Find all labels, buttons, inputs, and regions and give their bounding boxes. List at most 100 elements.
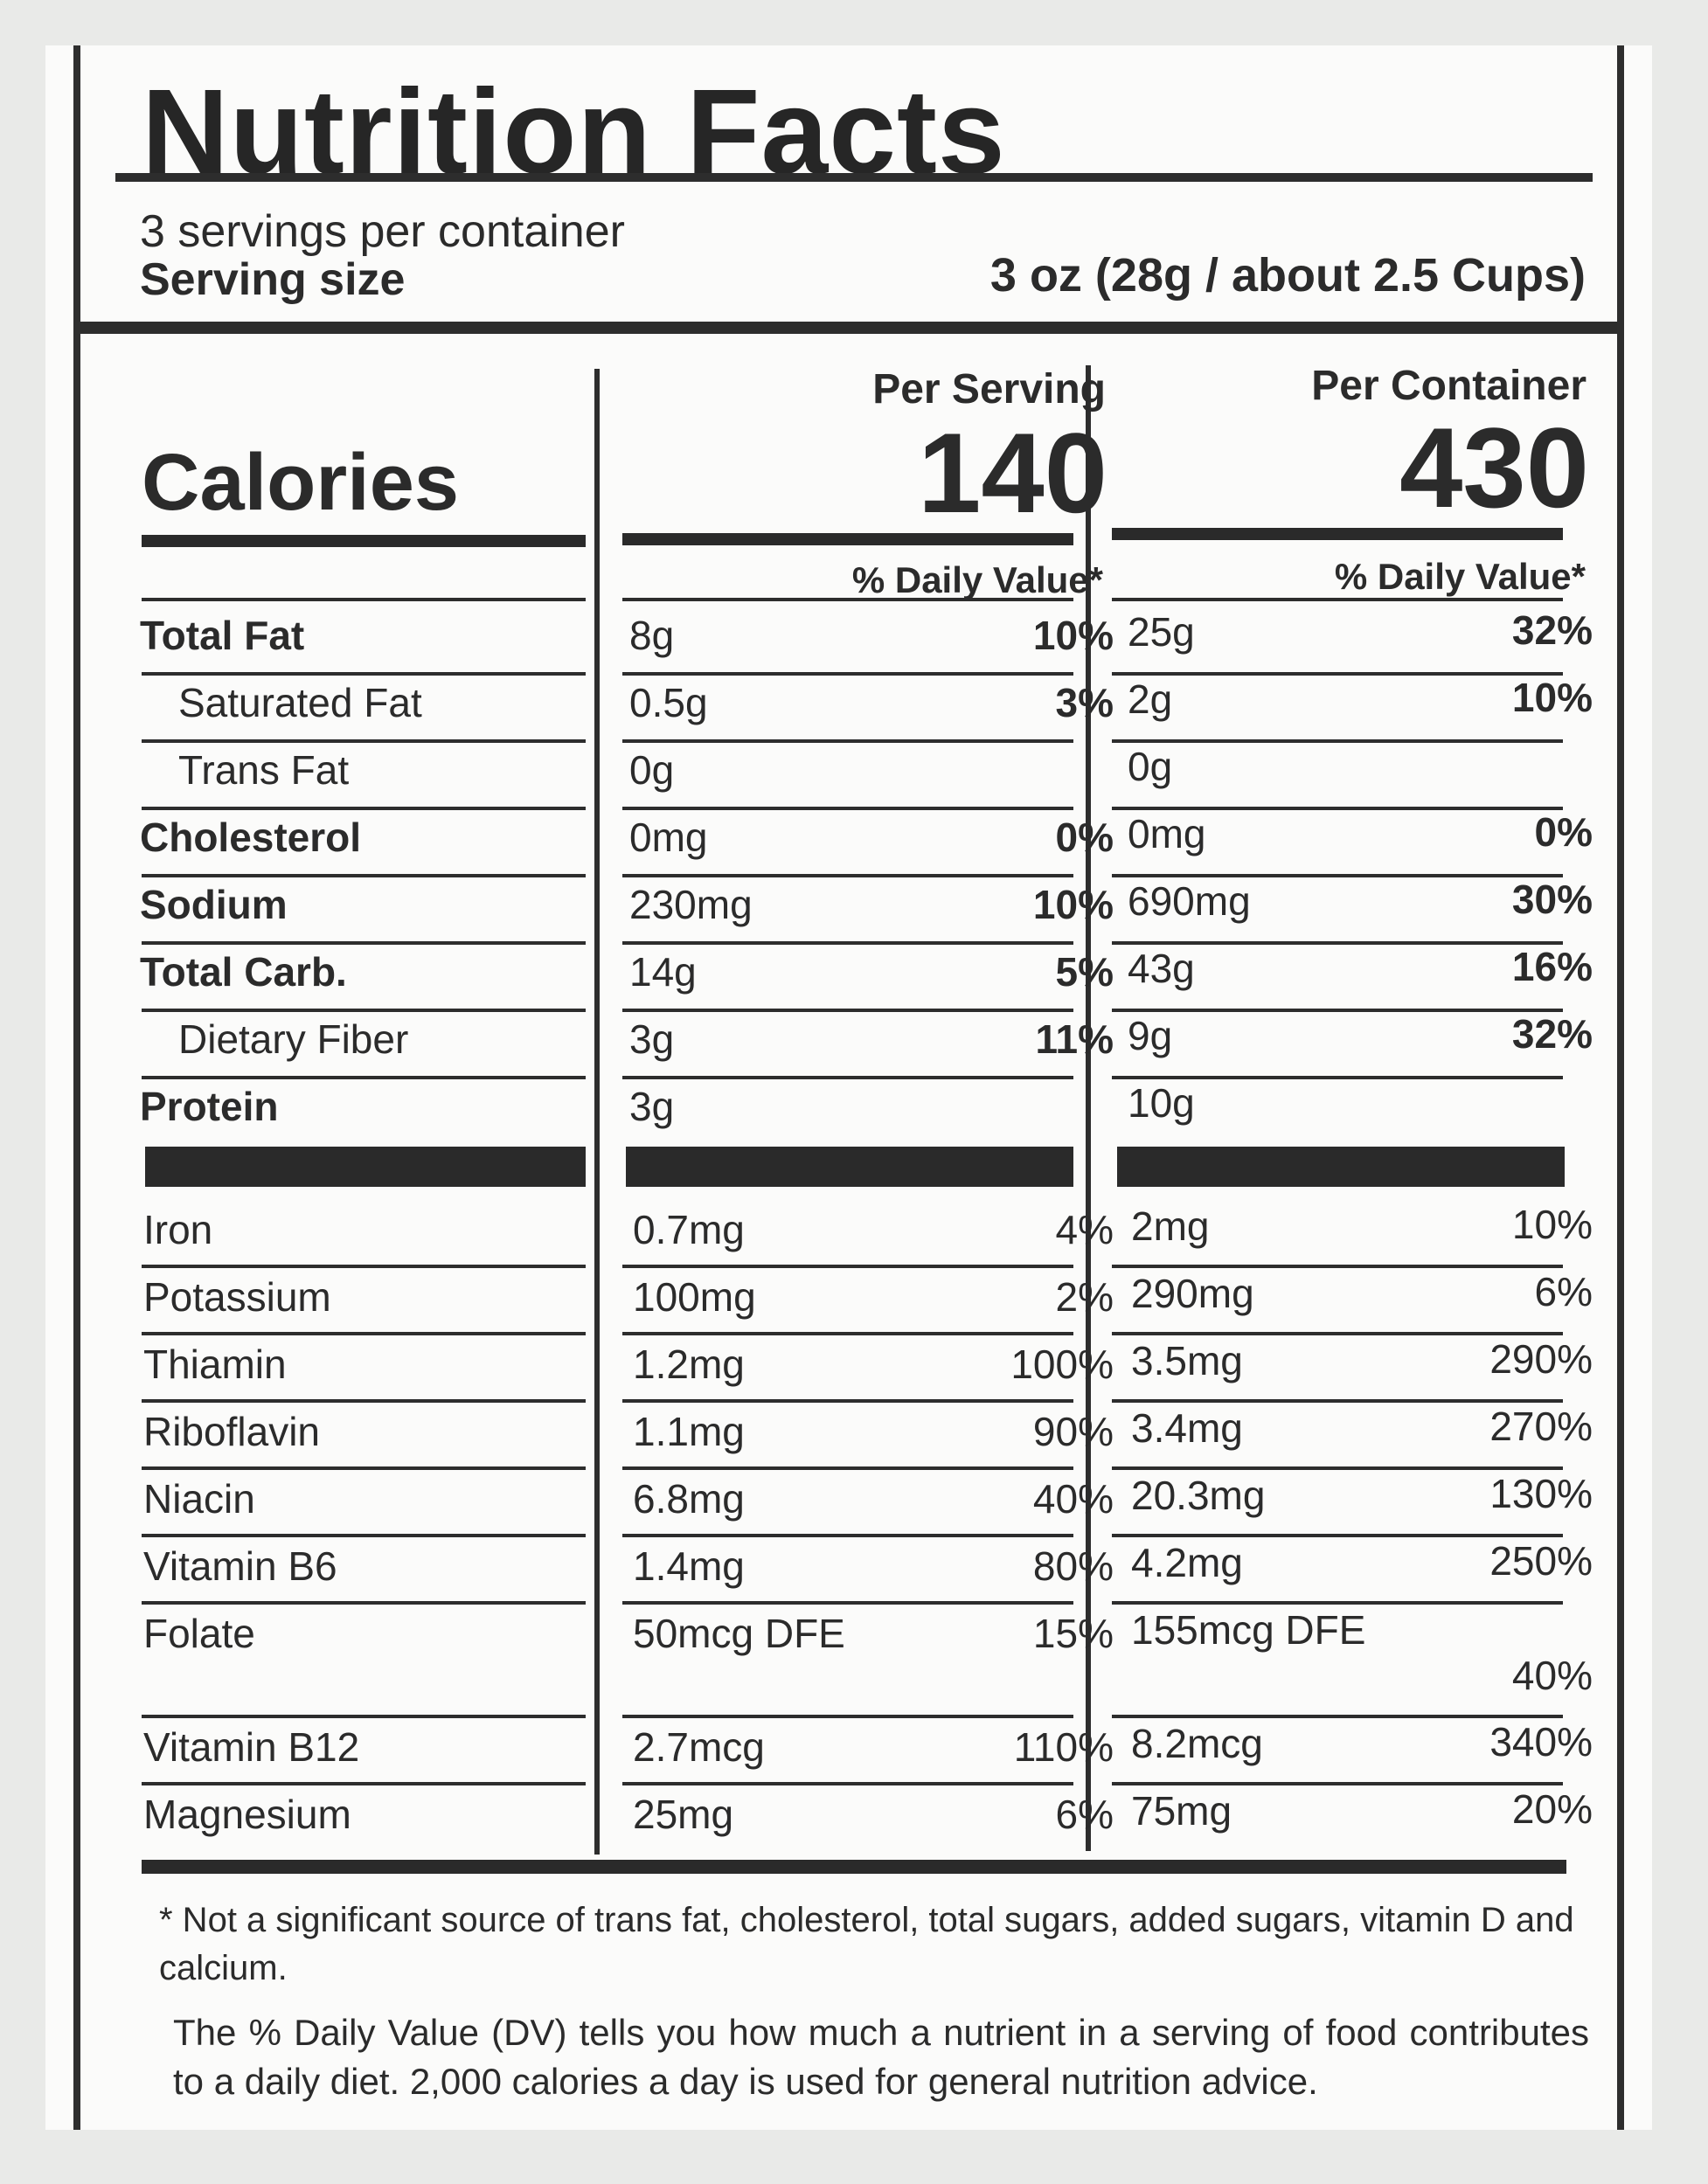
- container-daily-value: 20%: [1511, 1786, 1593, 1832]
- serving-amount: 14g: [629, 949, 697, 995]
- row-divider: [142, 807, 586, 810]
- section-bar: [145, 1147, 586, 1187]
- serving-amount: 3g: [629, 1084, 675, 1129]
- serving-daily-value: 100%: [1010, 1342, 1114, 1387]
- container-amount: 75mg: [1131, 1788, 1232, 1834]
- serving-amount: 6.8mg: [633, 1476, 745, 1522]
- container-daily-value: 290%: [1489, 1336, 1593, 1382]
- serving-amount: 3g: [629, 1016, 675, 1062]
- serving-amount: 25mg: [633, 1792, 734, 1837]
- nutrient-name: Protein: [140, 1084, 279, 1129]
- row-divider: [142, 1782, 586, 1785]
- serving-size-label: Serving size: [140, 254, 406, 305]
- nutrient-name: Dietary Fiber: [178, 1016, 409, 1062]
- nutrition-label: Nutrition Facts 3 servings per container…: [45, 45, 1652, 2130]
- row-divider: [1112, 1399, 1563, 1403]
- label-frame: [73, 45, 1624, 2130]
- row-divider: [142, 1265, 586, 1268]
- serving-daily-value: 80%: [1032, 1543, 1114, 1589]
- column-divider-1: [594, 369, 600, 1855]
- row-divider: [1112, 1601, 1563, 1605]
- row-divider: [142, 1332, 586, 1335]
- serving-amount: 1.1mg: [633, 1409, 745, 1454]
- row-divider: [1112, 1534, 1563, 1537]
- row-divider: [142, 672, 586, 676]
- row-divider: [1112, 1265, 1563, 1268]
- container-amount: 4.2mg: [1131, 1540, 1243, 1585]
- row-divider: [622, 1399, 1073, 1403]
- container-amount: 20.3mg: [1131, 1473, 1266, 1518]
- vitamin-name: Riboflavin: [143, 1409, 320, 1454]
- container-amount: 25g: [1128, 609, 1195, 655]
- row-divider: [622, 1265, 1073, 1268]
- section-bar: [626, 1147, 1073, 1187]
- dv-header-container: % Daily Value*: [1334, 556, 1586, 597]
- serving-daily-value: 15%: [1032, 1611, 1114, 1656]
- serving-rule: [80, 322, 1617, 334]
- nutrient-name: Saturated Fat: [178, 680, 422, 725]
- nutrient-name: Trans Fat: [178, 747, 350, 793]
- row-divider: [622, 1466, 1073, 1470]
- row-divider: [1112, 1076, 1563, 1079]
- servings-per-container: 3 servings per container: [140, 206, 625, 257]
- serving-daily-value: 11%: [1035, 1016, 1114, 1062]
- serving-amount: 100mg: [633, 1274, 756, 1320]
- row-divider: [142, 941, 586, 945]
- nutrient-name: Total Fat: [140, 613, 305, 658]
- row-divider: [1112, 739, 1563, 743]
- row-divider: [1112, 874, 1563, 877]
- container-daily-value: 130%: [1489, 1471, 1593, 1516]
- row-divider: [622, 807, 1073, 810]
- container-amount: 690mg: [1128, 878, 1251, 924]
- nutrient-name: Sodium: [140, 882, 288, 927]
- serving-amount: 1.4mg: [633, 1543, 745, 1589]
- container-amount: 290mg: [1131, 1271, 1254, 1316]
- serving-daily-value: 10%: [1032, 613, 1114, 658]
- serving-daily-value: 90%: [1032, 1409, 1114, 1454]
- nutrient-name: Total Carb.: [140, 949, 347, 995]
- calories-per-container: 430: [1399, 404, 1589, 531]
- row-divider: [142, 598, 586, 601]
- row-divider: [622, 1332, 1073, 1335]
- section-bar: [1117, 1147, 1565, 1187]
- row-divider: [1112, 807, 1563, 810]
- row-divider: [622, 598, 1073, 601]
- title-rule: [115, 173, 1593, 182]
- row-divider: [1112, 1782, 1563, 1785]
- container-daily-value: 10%: [1511, 675, 1593, 720]
- container-daily-value: 340%: [1489, 1719, 1593, 1765]
- container-amount: 8.2mcg: [1131, 1721, 1263, 1766]
- row-divider: [622, 672, 1073, 676]
- vitamin-name: Thiamin: [143, 1342, 287, 1387]
- serving-amount: 230mg: [629, 882, 753, 927]
- daily-value-note: The % Daily Value (DV) tells you how muc…: [173, 2012, 1589, 2102]
- vitamin-name: Magnesium: [143, 1792, 351, 1837]
- row-divider: [1112, 1009, 1563, 1012]
- serving-amount: 2.7mcg: [633, 1724, 765, 1770]
- row-divider: [1112, 1715, 1563, 1718]
- calories-per-serving: 140: [918, 409, 1107, 537]
- row-divider: [142, 1076, 586, 1079]
- vitamin-name: Vitamin B12: [143, 1724, 360, 1770]
- container-daily-value: 0%: [1534, 809, 1593, 855]
- serving-amount: 0g: [629, 747, 675, 793]
- serving-daily-value: 40%: [1032, 1476, 1114, 1522]
- row-divider: [142, 1715, 586, 1718]
- vitamin-name: Potassium: [143, 1274, 331, 1320]
- serving-daily-value: 3%: [1055, 680, 1114, 725]
- container-amount: 2g: [1128, 676, 1173, 722]
- row-divider: [622, 739, 1073, 743]
- serving-size-value: 3 oz (28g / about 2.5 Cups): [989, 249, 1586, 302]
- row-divider: [142, 1466, 586, 1470]
- container-daily-value: 40%: [1511, 1653, 1593, 1698]
- row-divider: [622, 1534, 1073, 1537]
- row-divider: [1112, 598, 1563, 601]
- serving-daily-value: 2%: [1055, 1274, 1114, 1320]
- container-daily-value: 30%: [1511, 877, 1593, 922]
- container-daily-value: 6%: [1534, 1269, 1593, 1314]
- serving-amount: 0.5g: [629, 680, 708, 725]
- container-amount: 43g: [1128, 946, 1195, 991]
- column-divider-2: [1086, 365, 1091, 1851]
- serving-amount: 8g: [629, 613, 675, 658]
- serving-amount: 0mg: [629, 815, 708, 860]
